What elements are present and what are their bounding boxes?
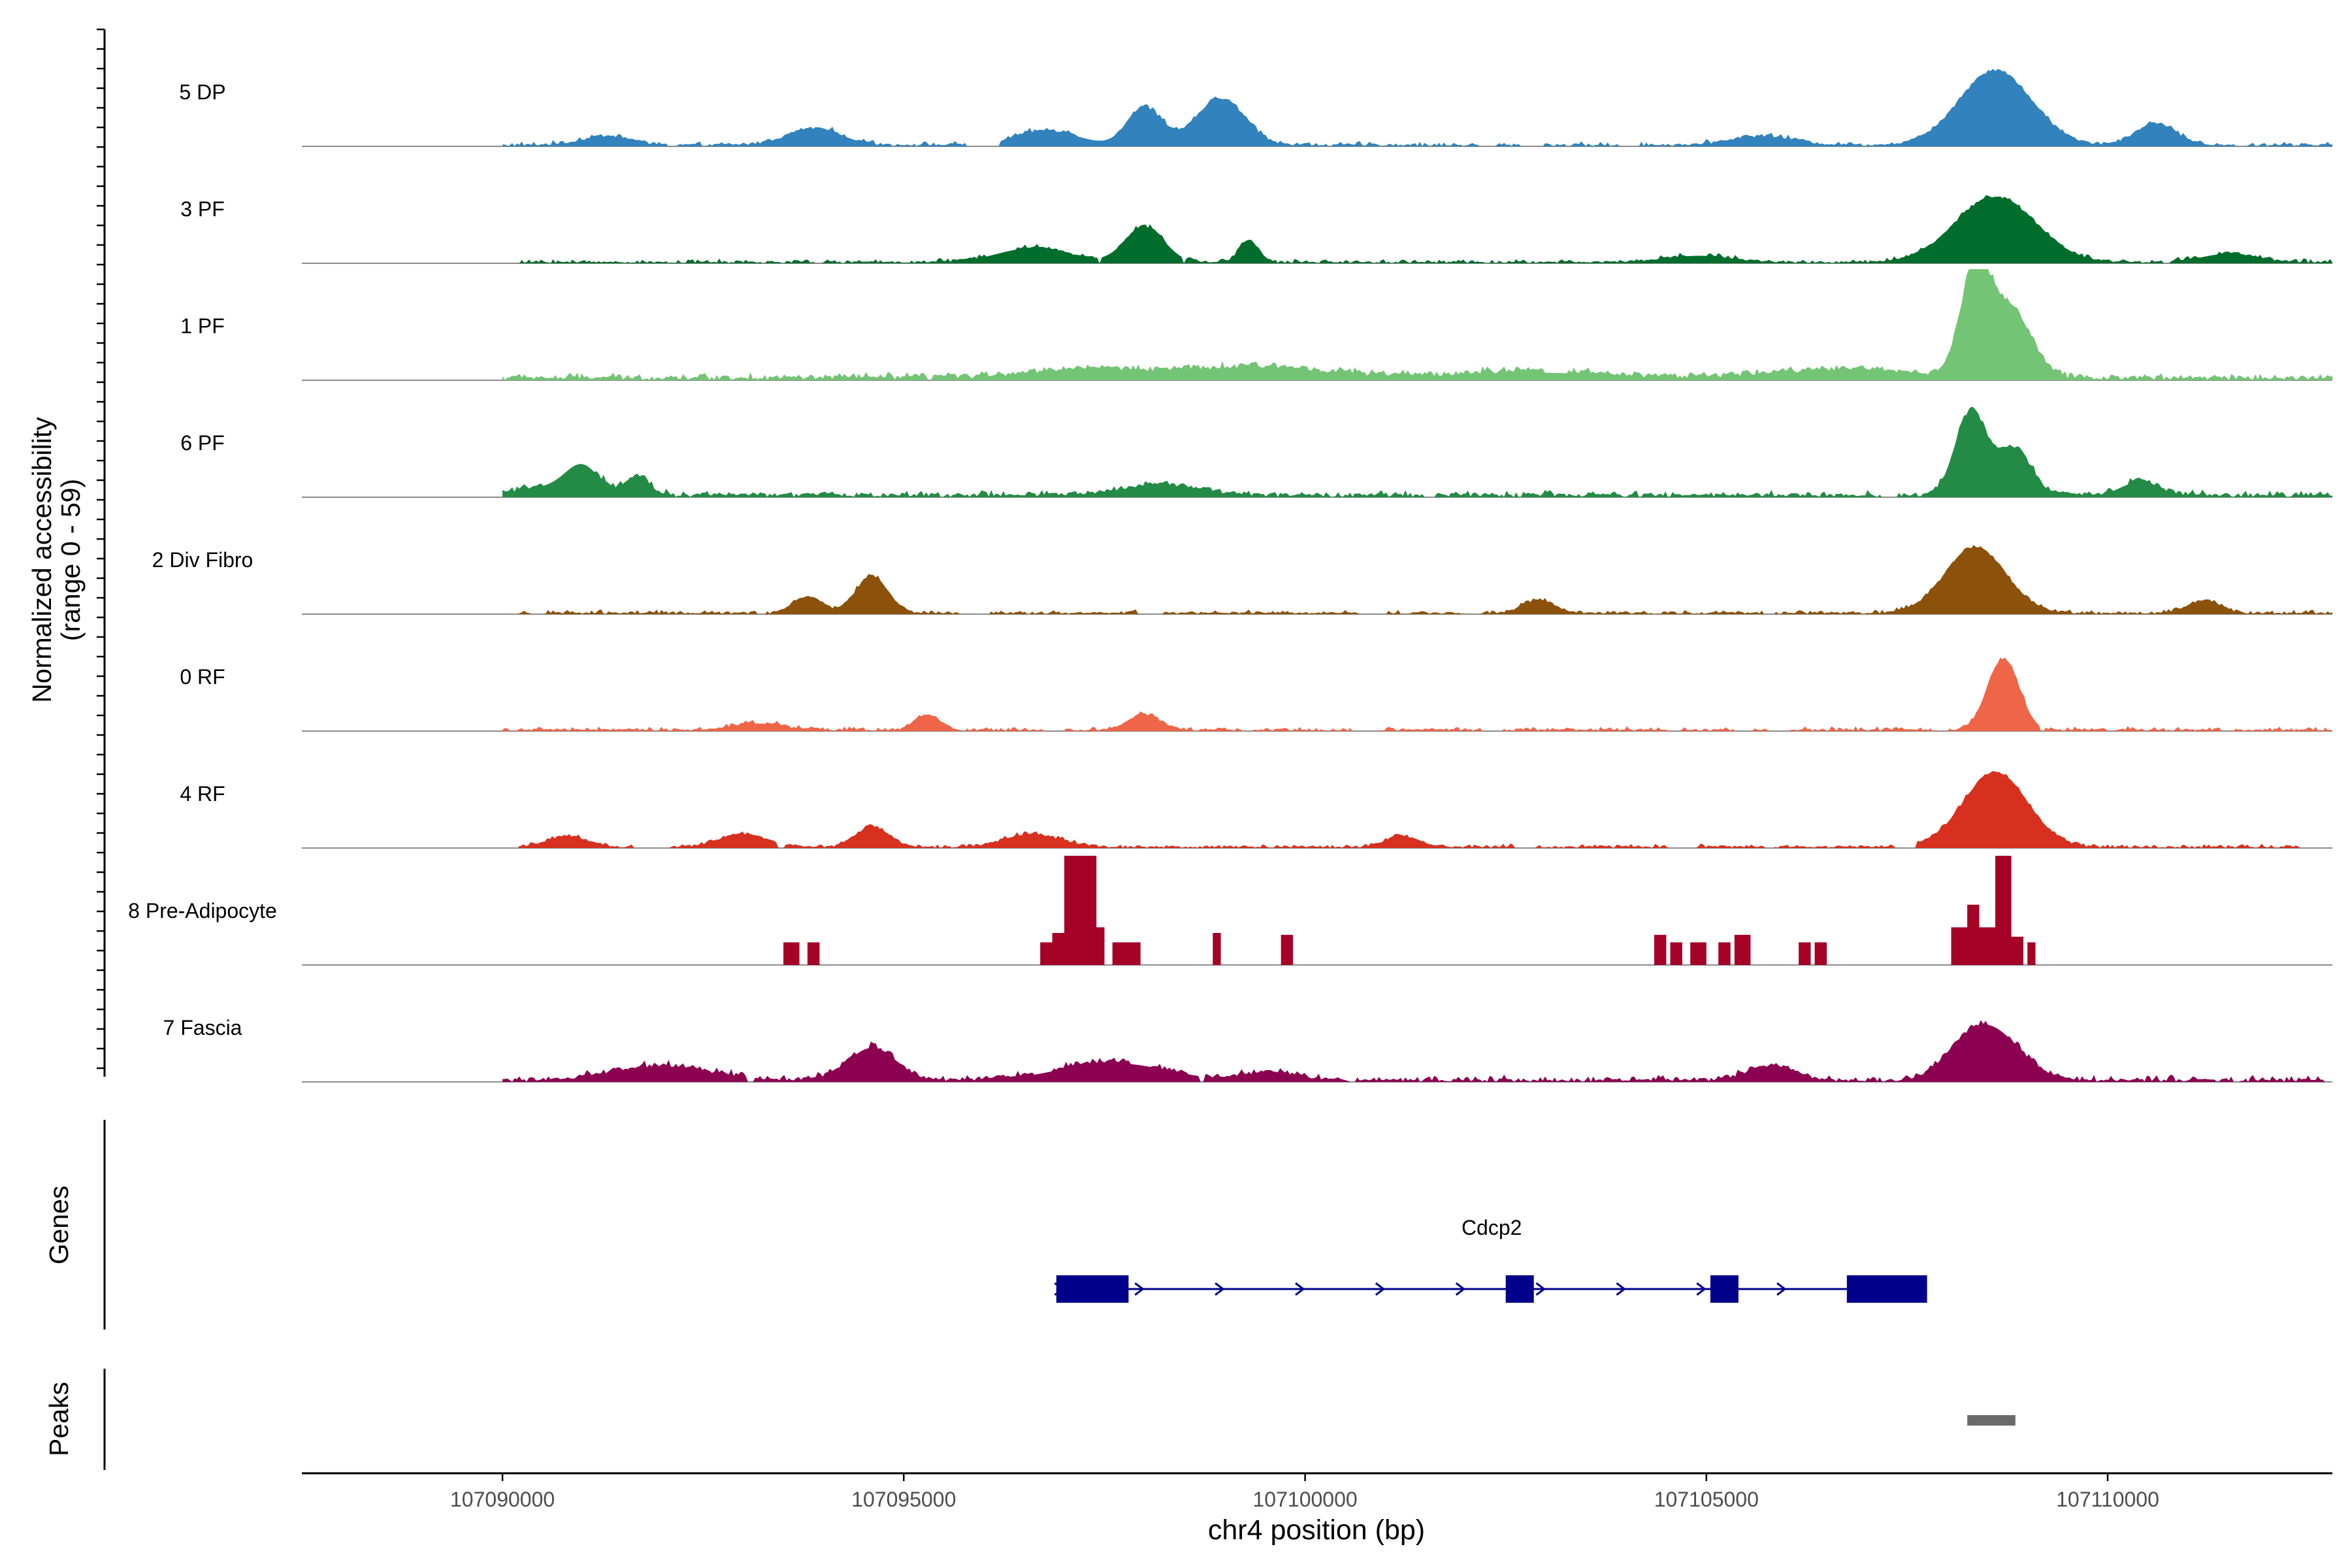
track-area (518, 771, 2332, 848)
gene-strand-arrow (1696, 1282, 1707, 1296)
track-5: 0 RF (180, 657, 2332, 732)
track-label: 1 PF (180, 314, 225, 338)
y-axis-title-line2: (range 0 - 59) (56, 479, 86, 641)
track-0: 5 DP (179, 69, 2332, 147)
track-area (502, 1020, 2332, 1082)
track-8: 7 Fascia (163, 1016, 2332, 1083)
gene-strand-arrow (1535, 1282, 1546, 1296)
track-area (502, 195, 2332, 263)
track-area (502, 406, 2332, 497)
track-label: 8 Pre-Adipocyte (128, 899, 277, 923)
track-4: 2 Div Fibro (152, 545, 2332, 615)
genes-panel: Cdcp2 (1054, 1216, 1927, 1303)
x-tick-label: 107105000 (1654, 1488, 1759, 1511)
gene-exon (1505, 1275, 1534, 1303)
track-1: 3 PF (180, 195, 2332, 264)
gene-strand-arrow (1616, 1282, 1626, 1296)
gene-exon (1710, 1275, 1739, 1303)
track-7: 8 Pre-Adipocyte (128, 855, 2332, 966)
x-axis: 107090000 107095000 107100000 107105000 1071… (450, 1473, 2159, 1511)
peak-region (1967, 1415, 2016, 1426)
track-label: 4 RF (180, 782, 225, 806)
gene-strand-arrow (1776, 1282, 1787, 1296)
peaks-panel-title: Peaks (44, 1382, 74, 1456)
gene-strand-arrow (1455, 1282, 1466, 1296)
track-label: 5 DP (179, 80, 225, 104)
track-2: 1 PF (180, 269, 2332, 381)
x-tick-label: 107100000 (1253, 1488, 1358, 1511)
gene-strand-arrow (1134, 1282, 1145, 1296)
y-axis-title-line1: Normalized accessibility (27, 417, 57, 703)
gene-strand-arrow (1295, 1282, 1305, 1296)
coverage-tracks: 5 DP 3 PF 1 PF 6 PF 2 Div Fibro 0 RF 4 RF 8 Pre… (128, 69, 2332, 1083)
track-3: 6 PF (180, 406, 2332, 498)
genes-panel-title: Genes (44, 1186, 74, 1265)
x-axis-title: chr4 position (bp) (1208, 1514, 1425, 1546)
track-area (783, 855, 2036, 965)
x-tick-label: 107110000 (2056, 1488, 2159, 1511)
track-area (502, 269, 2332, 380)
coverage-y-axis-ticks (97, 28, 105, 1070)
track-label: 3 PF (180, 197, 225, 221)
track-6: 4 RF (180, 771, 2332, 849)
track-area (502, 69, 2332, 146)
track-label: 0 RF (180, 665, 225, 689)
track-label: 7 Fascia (163, 1016, 242, 1039)
x-tick-label: 107090000 (450, 1488, 555, 1511)
gene-exon (1846, 1275, 1927, 1303)
gene-strand-arrow (1215, 1282, 1225, 1296)
track-area (502, 545, 2332, 614)
track-label: 2 Div Fibro (152, 548, 253, 572)
peaks-panel (1967, 1415, 2016, 1426)
gene-exon (1056, 1275, 1129, 1303)
gene-strand-arrow (1375, 1282, 1386, 1296)
track-label: 6 PF (180, 431, 225, 455)
x-tick-label: 107095000 (851, 1488, 956, 1511)
gene-label: Cdcp2 (1462, 1216, 1522, 1239)
